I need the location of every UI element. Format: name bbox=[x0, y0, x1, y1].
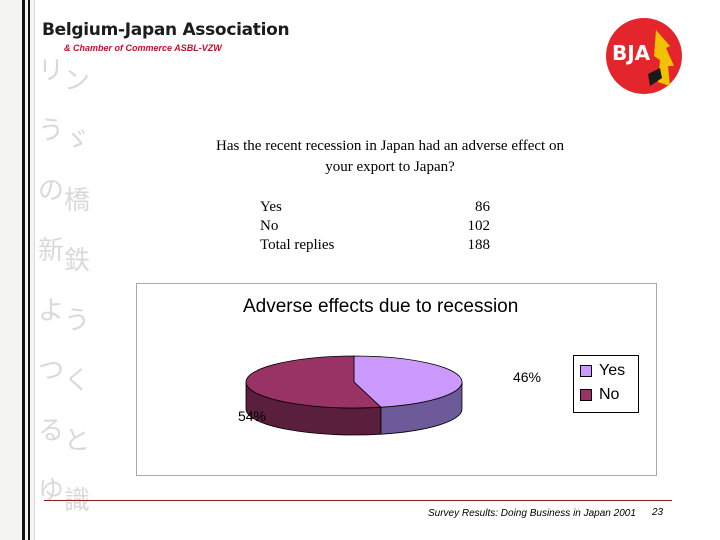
reply-label: No bbox=[260, 218, 279, 234]
pie-slice-no bbox=[245, 355, 382, 409]
org-subtitle: & Chamber of Commerce ASBL-VZW bbox=[64, 43, 222, 53]
reply-value: 102 bbox=[467, 218, 491, 234]
legend-swatch-yes bbox=[580, 365, 592, 377]
question-line-1: Has the recent recession in Japan had an… bbox=[216, 138, 564, 154]
reply-row: No 102 bbox=[260, 217, 490, 236]
calligraphy-watermark: リン うゞ の橋 新鉄 よう つく ると ゆ識 bbox=[38, 56, 91, 516]
footer-source: Survey Results: Doing Business in Japan … bbox=[428, 508, 636, 519]
reply-value: 86 bbox=[475, 199, 490, 215]
reply-label: Total replies bbox=[260, 237, 335, 253]
legend-swatch-no bbox=[580, 389, 592, 401]
legend-item-yes: Yes bbox=[580, 362, 625, 380]
pie-label-yes: 46% bbox=[513, 369, 541, 385]
strip-bar bbox=[22, 0, 25, 540]
org-name: Belgium-Japan Association bbox=[42, 20, 290, 40]
footer-divider bbox=[44, 500, 672, 501]
question-line-2: your export to Japan? bbox=[325, 159, 455, 175]
chart-frame: Adverse effects due to recession 46% 54% … bbox=[136, 283, 657, 476]
page-number: 23 bbox=[652, 507, 664, 518]
legend-label-yes: Yes bbox=[599, 362, 626, 379]
replies-table: Yes 86 No 102 Total replies 188 bbox=[260, 198, 490, 255]
legend-item-no: No bbox=[580, 386, 619, 404]
reply-row: Yes 86 bbox=[260, 198, 490, 217]
bja-logo: BJA bbox=[606, 18, 682, 94]
left-decorative-strip bbox=[0, 0, 35, 540]
reply-label: Yes bbox=[260, 199, 282, 215]
reply-row: Total replies 188 bbox=[260, 236, 490, 255]
chart-title: Adverse effects due to recession bbox=[243, 296, 519, 317]
pie-slice-yes bbox=[353, 355, 463, 408]
pie-chart: 46% 54% bbox=[238, 355, 541, 436]
chart-legend: Yes No bbox=[573, 355, 639, 413]
reply-value: 188 bbox=[467, 237, 491, 253]
logo-text: BJA bbox=[612, 41, 651, 65]
survey-question: Has the recent recession in Japan had an… bbox=[150, 136, 630, 178]
strip-bar bbox=[28, 0, 30, 540]
pie-label-no: 54% bbox=[238, 408, 266, 424]
legend-label-no: No bbox=[599, 386, 620, 403]
